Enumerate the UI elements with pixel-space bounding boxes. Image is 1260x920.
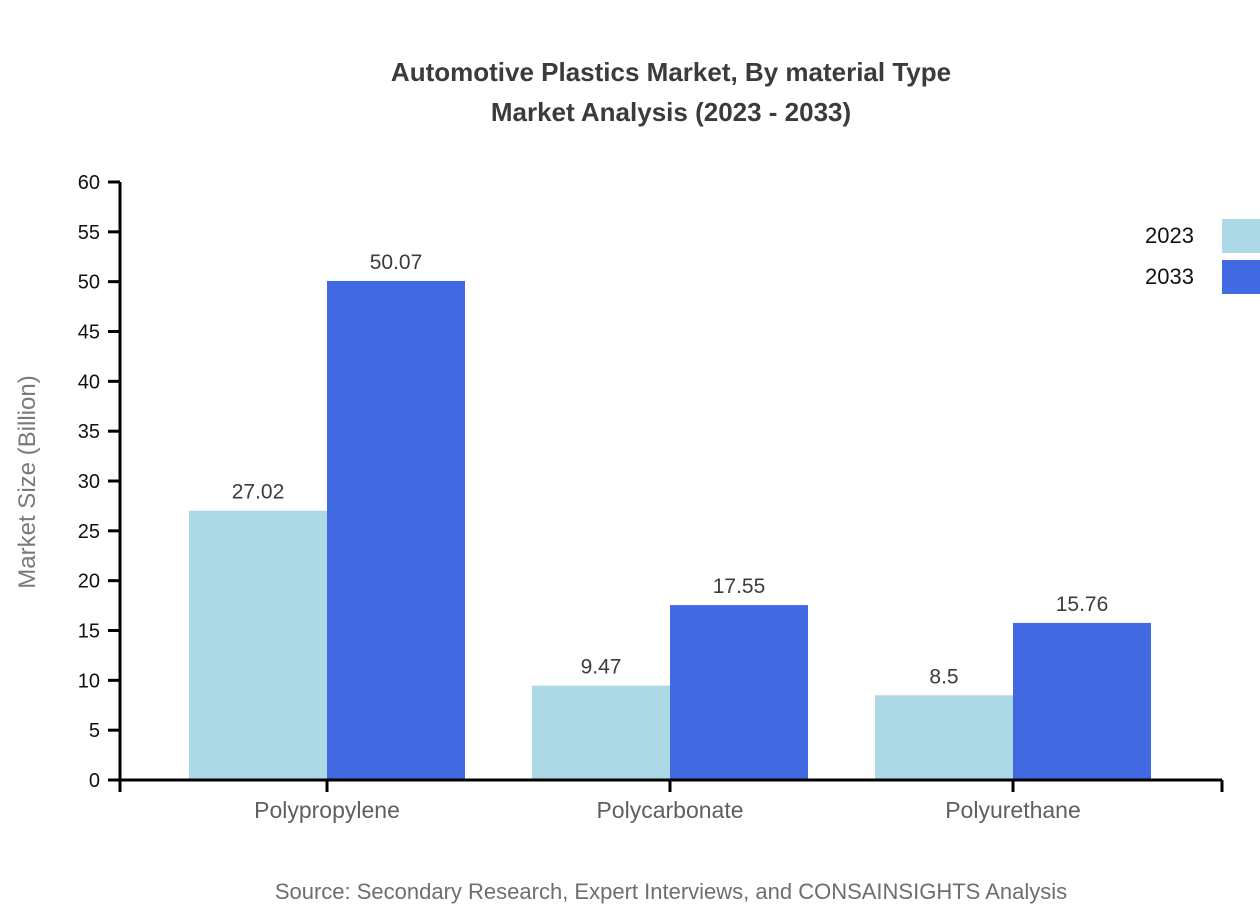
bar-2023-polypropylene [189,510,327,780]
bar-2023-polyurethane [875,695,1013,780]
bar-2023-polycarbonate [532,685,670,780]
legend-swatch-2033 [1222,260,1260,294]
y-tick-label: 50 [78,272,100,294]
bar-2033-polypropylene [327,280,465,780]
y-tick-label: 30 [78,471,100,493]
legend-label-2033: 2033 [1145,264,1194,289]
legend-label-2023: 2023 [1145,223,1194,248]
y-tick-label: 5 [89,720,100,742]
source-text: Source: Secondary Research, Expert Inter… [274,879,1068,904]
value-label-2023-polyurethane: 8.5 [929,665,958,688]
category-label-polycarbonate: Polycarbonate [596,797,743,823]
y-tick-label: 20 [78,571,100,593]
legend: 2023 2033 [1145,219,1260,294]
chart-title-line2: Market Analysis (2023 - 2033) [490,97,852,127]
value-label-2023-polycarbonate: 9.47 [581,656,622,679]
y-tick-label: 10 [78,670,100,692]
bar-2033-polycarbonate [670,605,808,780]
y-tick-label: 0 [89,770,100,792]
value-label-2023-polypropylene: 27.02 [232,481,285,504]
chart-title-line1: Automotive Plastics Market, By material … [390,57,952,87]
y-tick-label: 35 [78,421,100,443]
category-label-polypropylene: Polypropylene [254,797,400,823]
bar-2033-polyurethane [1013,622,1151,780]
value-label-2033-polyurethane: 15.76 [1056,593,1109,616]
legend-item-2033: 2033 [1145,260,1260,294]
legend-swatch-2023 [1222,219,1260,253]
y-tick-label: 55 [78,222,100,244]
category-label-polyurethane: Polyurethane [945,797,1081,823]
legend-item-2023: 2023 [1145,219,1260,253]
y-tick-label: 45 [78,322,100,344]
value-label-2033-polycarbonate: 17.55 [713,575,766,598]
value-label-2033-polypropylene: 50.07 [370,251,423,274]
y-tick-label: 15 [78,621,100,643]
y-tick-label: 25 [78,521,100,543]
chart-title: Automotive Plastics Market, By material … [120,52,1222,132]
y-tick-label: 40 [78,371,100,393]
y-tick-label: 60 [78,172,100,194]
